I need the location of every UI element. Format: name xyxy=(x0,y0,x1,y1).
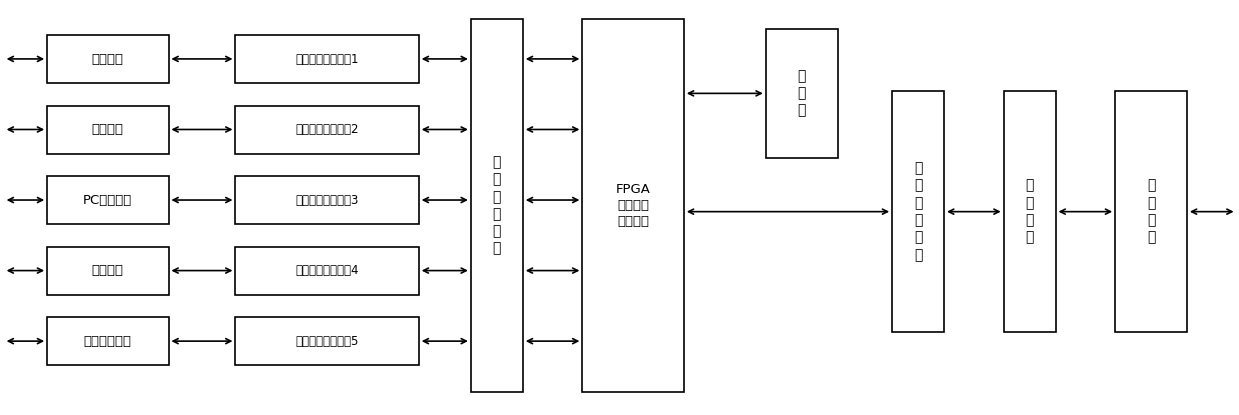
Bar xyxy=(766,29,838,158)
Bar xyxy=(47,35,169,83)
Bar xyxy=(892,91,944,332)
Text: 缓存及其接口电路3: 缓存及其接口电路3 xyxy=(295,194,359,207)
Text: FPGA
协议处理
控制管理: FPGA 协议处理 控制管理 xyxy=(616,183,650,228)
Bar xyxy=(235,35,419,83)
Bar xyxy=(582,19,684,392)
Text: 机载总线: 机载总线 xyxy=(92,123,124,136)
Bar xyxy=(1115,91,1187,332)
Text: 电
压
幅
度
变
换: 电 压 幅 度 变 换 xyxy=(914,161,922,262)
Bar xyxy=(47,106,169,154)
Bar xyxy=(471,19,523,392)
Text: 存
储
器: 存 储 器 xyxy=(798,69,805,118)
Bar xyxy=(47,176,169,224)
Bar xyxy=(235,317,419,365)
Text: 光
纤
接
口: 光 纤 接 口 xyxy=(1147,179,1155,244)
Bar xyxy=(47,247,169,295)
Text: 光纤总线: 光纤总线 xyxy=(92,264,124,277)
Text: 其他类型总线: 其他类型总线 xyxy=(84,335,131,348)
Text: 缓存及其接口电路2: 缓存及其接口电路2 xyxy=(295,123,359,136)
Bar xyxy=(47,317,169,365)
Bar xyxy=(235,106,419,154)
Text: 现场总线: 现场总线 xyxy=(92,53,124,66)
Text: 缓存及其接口电路4: 缓存及其接口电路4 xyxy=(295,264,359,277)
Text: PC通信总线: PC通信总线 xyxy=(83,194,133,207)
Text: 电
压
幅
度
变
换: 电 压 幅 度 变 换 xyxy=(493,155,501,256)
Bar xyxy=(235,176,419,224)
Bar xyxy=(1004,91,1056,332)
Bar xyxy=(235,247,419,295)
Text: 缓存及其接口电路1: 缓存及其接口电路1 xyxy=(295,53,359,66)
Text: 信
道
调
制: 信 道 调 制 xyxy=(1026,179,1033,244)
Text: 缓存及其接口电路5: 缓存及其接口电路5 xyxy=(295,335,359,348)
